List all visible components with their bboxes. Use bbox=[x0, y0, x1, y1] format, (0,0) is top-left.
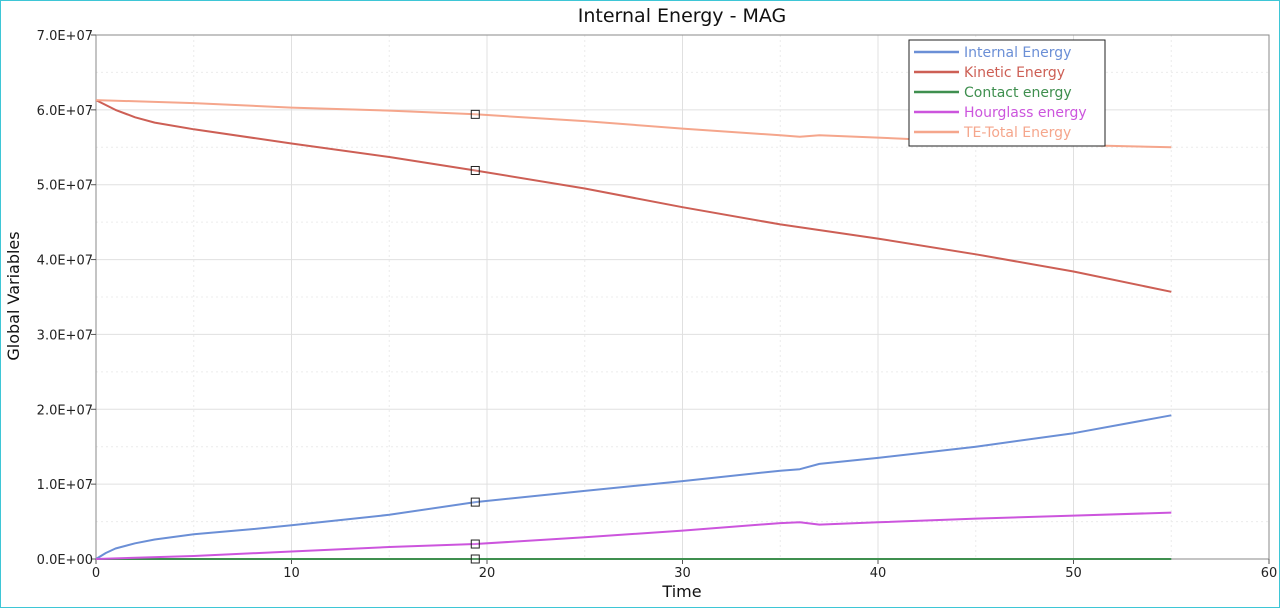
series-line-0 bbox=[95, 414, 1172, 560]
point-marker[interactable] bbox=[470, 109, 480, 119]
legend-entry[interactable]: Contact energy bbox=[964, 85, 1072, 101]
point-marker[interactable] bbox=[470, 539, 480, 549]
series-lines bbox=[95, 99, 1172, 560]
x-tick-label: 60 bbox=[1261, 566, 1278, 581]
grid-lines bbox=[96, 35, 1269, 559]
y-tick-label: 2.0E+07 bbox=[37, 403, 93, 418]
point-marker[interactable] bbox=[470, 165, 480, 175]
point-marker[interactable] bbox=[470, 554, 480, 564]
chart-title: Internal Energy - MAG bbox=[578, 5, 787, 27]
y-tick-label: 4.0E+07 bbox=[37, 254, 93, 269]
series-line-3 bbox=[95, 511, 1172, 560]
legend-entry[interactable]: Kinetic Energy bbox=[964, 65, 1065, 81]
x-tick-label: 0 bbox=[92, 566, 100, 581]
y-tick-label: 3.0E+07 bbox=[37, 328, 93, 343]
y-tick-label: 6.0E+07 bbox=[37, 104, 93, 119]
y-tick-label: 1.0E+07 bbox=[37, 478, 93, 493]
series-line-1 bbox=[95, 99, 1172, 293]
x-axis: 0 10 20 30 40 50 60 bbox=[92, 559, 1277, 581]
x-axis-title: Time bbox=[661, 582, 701, 601]
legend-entry[interactable]: TE-Total Energy bbox=[963, 125, 1071, 141]
y-tick-label: 0.0E+00 bbox=[37, 553, 93, 568]
legend-entry[interactable]: Hourglass energy bbox=[964, 105, 1087, 121]
x-tick-label: 40 bbox=[870, 566, 887, 581]
y-tick-label: 7.0E+07 bbox=[37, 29, 93, 44]
point-marker[interactable] bbox=[470, 497, 480, 507]
x-tick-label: 20 bbox=[479, 566, 496, 581]
y-axis: 0.0E+00 1.0E+07 2.0E+07 3.0E+07 4.0E+07 5.0E+… bbox=[37, 29, 96, 568]
x-tick-label: 50 bbox=[1065, 566, 1082, 581]
legend-entry[interactable]: Internal Energy bbox=[964, 45, 1071, 61]
x-tick-label: 30 bbox=[674, 566, 691, 581]
point-markers bbox=[470, 109, 480, 564]
y-axis-title: Global Variables bbox=[4, 231, 23, 360]
legend[interactable]: Internal Energy Kinetic Energy Contact ene… bbox=[908, 39, 1106, 147]
y-tick-label: 5.0E+07 bbox=[37, 179, 93, 194]
x-tick-label: 10 bbox=[283, 566, 300, 581]
